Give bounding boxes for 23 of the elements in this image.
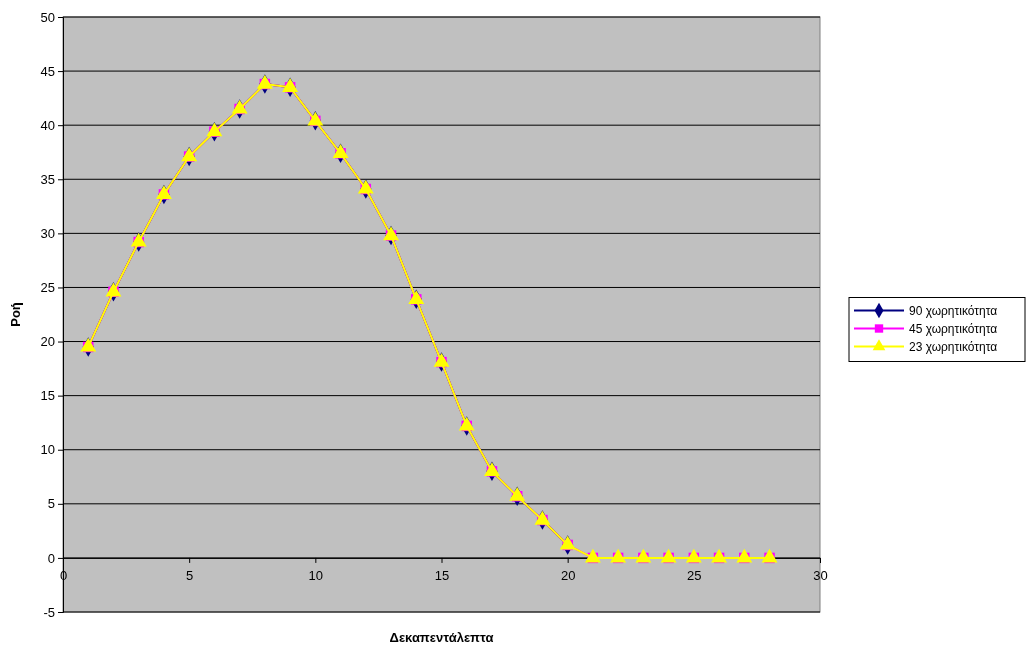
y-tick-label: 15 — [40, 388, 55, 404]
y-tick-label: 35 — [40, 171, 55, 187]
y-tick-label: 0 — [47, 550, 55, 566]
y-tick-label: 50 — [40, 9, 55, 25]
y-tick-label: 10 — [40, 442, 55, 458]
legend-label: 45 χωρητικότητα — [909, 321, 998, 336]
x-tick-label: 25 — [687, 568, 702, 584]
y-tick-label: 25 — [40, 280, 55, 296]
y-tick-label: 20 — [40, 334, 55, 350]
y-tick-label: 5 — [47, 496, 55, 512]
y-tick-label: 30 — [40, 226, 55, 242]
x-tick-label: 30 — [813, 568, 828, 584]
legend-label: 90 χωρητικότητα — [909, 303, 998, 318]
x-axis-title: Δεκαπεντάλεπτα — [389, 630, 494, 645]
x-tick-label: 15 — [434, 568, 450, 584]
y-tick-label: 40 — [40, 117, 55, 133]
x-tick-label: 5 — [186, 568, 194, 584]
x-tick-label: 20 — [560, 568, 576, 584]
y-tick-label: -5 — [43, 604, 55, 620]
legend-label: 23 χωρητικότητα — [909, 339, 998, 354]
x-tick-label: 10 — [308, 568, 324, 584]
y-axis-title: Ροή — [8, 302, 23, 327]
y-tick-label: 45 — [40, 63, 55, 79]
